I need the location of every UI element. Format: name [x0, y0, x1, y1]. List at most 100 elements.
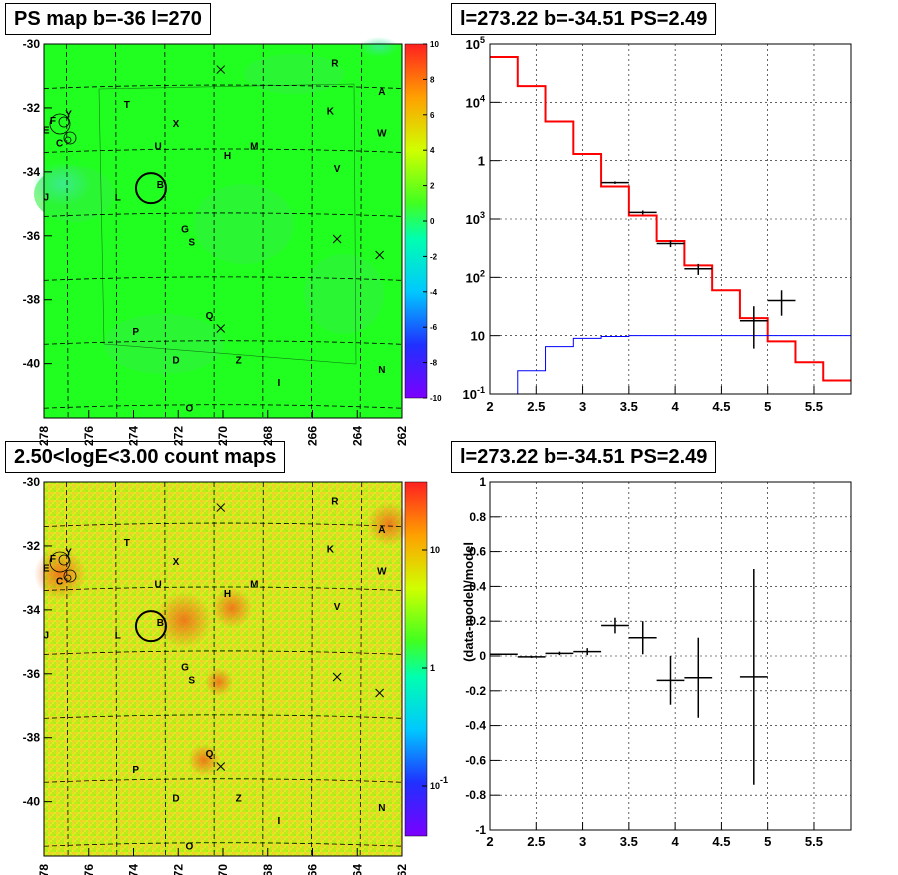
- source-label-R: R: [331, 496, 339, 507]
- colorbar-tick-label: 10: [430, 40, 439, 49]
- source-label-L: L: [115, 631, 121, 642]
- source-label-M: M: [250, 579, 258, 590]
- ps-map-texture: [304, 254, 384, 334]
- map-grid-parallel: [43, 276, 403, 281]
- map-grid-parallel: [43, 84, 403, 89]
- spectrum-ytick-label: 102: [466, 268, 485, 285]
- source-label-Q: Q: [206, 749, 214, 760]
- colorbar-frame: [404, 481, 428, 837]
- map-ytick-label: -30: [23, 475, 41, 489]
- map-contour: [63, 131, 77, 145]
- map-contour: [63, 569, 77, 583]
- map-ytick-label: -38: [23, 731, 41, 745]
- source-label-O: O: [186, 404, 194, 415]
- residual-ytick-label: 1: [479, 475, 486, 489]
- colorbar-tick-label: -2: [430, 252, 438, 261]
- source-label-B: B: [157, 180, 164, 191]
- map-xtick-label: 266: [306, 426, 320, 446]
- colorbar-tick-label: 6: [430, 111, 435, 120]
- map-grid-meridian: [65, 43, 69, 419]
- source-label-X: X: [173, 119, 180, 130]
- map-grid-meridian: [115, 481, 118, 857]
- residual-ytick-label: -0.8: [465, 788, 486, 802]
- source-label-Q: Q: [206, 311, 214, 322]
- colorbar-tick-label: 10-1: [430, 775, 448, 791]
- residual-ytick-label: 0.6: [469, 545, 486, 559]
- count-map: [34, 481, 428, 857]
- source-label-C: C: [56, 576, 63, 587]
- residual-xtick-label: 3.5: [620, 834, 638, 849]
- source-label-B: B: [157, 618, 164, 629]
- map-ytick-label: -38: [23, 293, 41, 307]
- ps-map-contour: [98, 83, 357, 365]
- ps-map-texture: [244, 54, 344, 94]
- map-contour: [49, 113, 71, 135]
- colorbar-tick-label: -10: [430, 394, 442, 403]
- map-xtick-label: 278: [37, 864, 51, 875]
- source-label-A: A: [378, 87, 385, 98]
- map-grid-meridian: [359, 481, 363, 857]
- ps-map-background: [44, 44, 402, 418]
- spectrum-ytick-label: 1: [478, 154, 485, 169]
- source-cross-marker: [332, 234, 342, 244]
- spectrum-series-model: [490, 55, 851, 382]
- residual-ytick-label: -0.6: [465, 753, 486, 767]
- count-map-hotspot: [156, 592, 212, 648]
- source-label-U: U: [154, 579, 161, 590]
- map-ytick-label: -34: [23, 165, 41, 179]
- count-map-hotspot: [367, 502, 411, 546]
- residual-ytick-label: -0.4: [465, 719, 486, 733]
- spectrum-ytick-label: 103: [466, 210, 485, 227]
- spectrum-xtick-label: 5.5: [805, 399, 823, 414]
- residual-ytick-label: 0.2: [469, 614, 486, 628]
- spectrum-ytick-label: 105: [466, 35, 485, 52]
- map-grid-parallel: [43, 148, 403, 153]
- spectrum-frame: [489, 43, 852, 395]
- map-ytick-label: -30: [23, 37, 41, 51]
- map-xtick-label: 272: [171, 864, 185, 875]
- map-grid-meridian: [359, 43, 363, 419]
- source-label-G: G: [181, 225, 189, 236]
- map-contour: [58, 554, 70, 566]
- residual-xtick-label: 5: [764, 834, 771, 849]
- map-grid-parallel: [43, 842, 403, 847]
- source-label-F: F: [50, 116, 56, 127]
- spectrum-ytick-label: 104: [466, 93, 485, 110]
- source-label-R: R: [331, 58, 339, 69]
- count-map-hotspot: [188, 744, 220, 776]
- map-xtick-label: 268: [261, 864, 275, 875]
- residual-xtick-label: 2.5: [527, 834, 545, 849]
- map-ytick-label: -36: [23, 667, 41, 681]
- source-label-H: H: [224, 589, 231, 600]
- map-contour: [49, 551, 71, 573]
- spectrum-xtick-label: 4.5: [712, 399, 730, 414]
- source-label-J: J: [43, 193, 49, 204]
- source-label-S: S: [188, 237, 195, 248]
- source-label-V: V: [334, 602, 341, 613]
- source-cross-marker: [375, 250, 384, 260]
- residual-xtick-label: 2: [486, 834, 493, 849]
- map-grid-parallel: [43, 778, 403, 783]
- source-label-Y: Y: [65, 110, 72, 121]
- source-label-Y: Y: [65, 548, 72, 559]
- source-label-L: L: [115, 193, 121, 204]
- spectrum-xtick-label: 2.5: [527, 399, 545, 414]
- source-label-Z: Z: [236, 356, 242, 367]
- colorbar-tick-label: 4: [430, 146, 435, 155]
- residual-ytick-label: -0.2: [465, 684, 486, 698]
- map-xtick-label: 262: [395, 426, 409, 446]
- colorbar-tick-label: 8: [430, 75, 435, 84]
- source-label-N: N: [378, 803, 385, 814]
- ps-map-texture: [104, 314, 224, 374]
- source-label-W: W: [377, 129, 387, 140]
- spectrum-xtick-label: 2: [486, 399, 493, 414]
- map-ytick-label: -32: [23, 539, 41, 553]
- map-frame: [43, 481, 403, 857]
- map-contour: [58, 116, 70, 128]
- spectrum-xtick-label: 4: [672, 399, 680, 414]
- spectrum-title: l=273.22 b=-34.51 PS=2.49: [451, 3, 717, 35]
- source-label-D: D: [172, 794, 179, 805]
- source-label-M: M: [250, 141, 258, 152]
- map-ytick-label: -40: [23, 357, 41, 371]
